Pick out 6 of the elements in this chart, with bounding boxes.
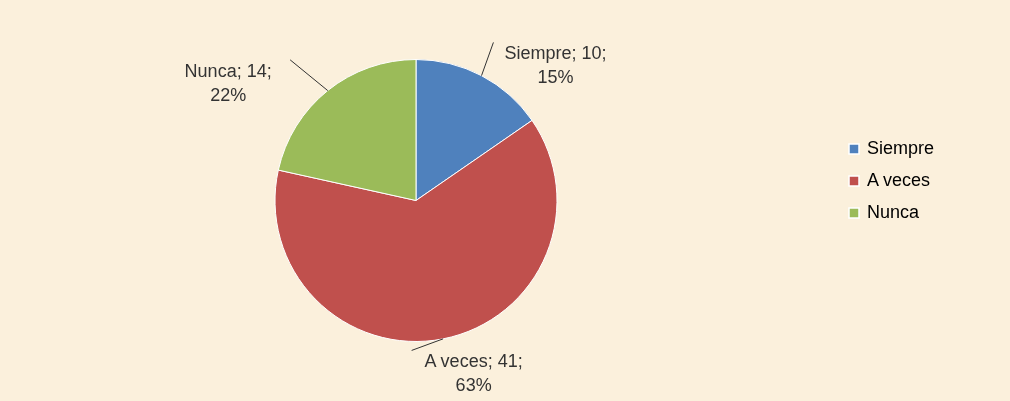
data-label: A veces; 41; 63% xyxy=(424,351,523,396)
legend-label: Nunca xyxy=(867,202,921,222)
data-label: Nunca; 14; 22% xyxy=(184,60,272,105)
legend-label: A veces xyxy=(867,170,931,190)
legend-label: Siempre xyxy=(867,138,935,158)
data-label: Siempre; 10; 15% xyxy=(504,43,607,88)
